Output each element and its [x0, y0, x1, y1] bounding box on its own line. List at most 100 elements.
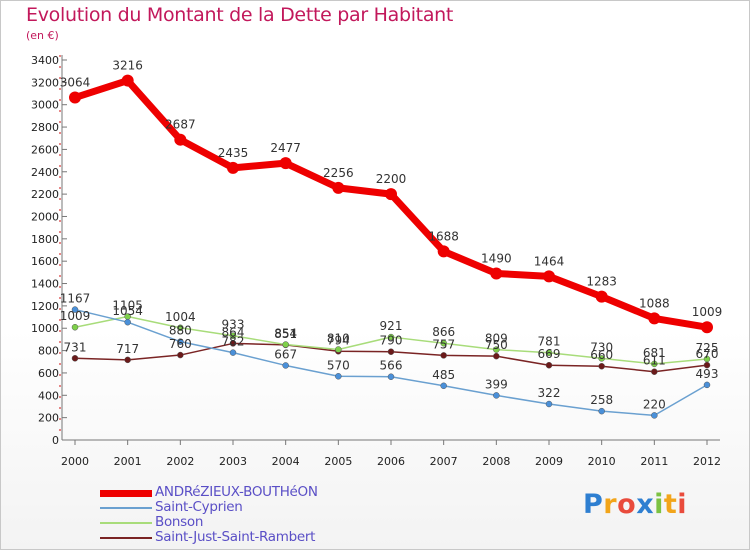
data-point: [282, 362, 289, 369]
data-point: [124, 318, 131, 326]
y-tick-label: 1400: [31, 278, 59, 291]
data-label: 730: [590, 340, 613, 354]
logo-letter: o: [617, 489, 637, 520]
data-label: 1464: [534, 254, 565, 268]
data-label: 493: [696, 367, 719, 381]
data-point: [493, 346, 500, 353]
data-point: [493, 392, 500, 399]
legend-swatch: [100, 489, 152, 497]
data-point: [440, 352, 447, 359]
data-point: [703, 355, 711, 363]
data-label: 933: [222, 318, 245, 332]
data-point: [385, 188, 397, 201]
data-label: 731: [64, 340, 87, 354]
data-label: 851: [274, 327, 297, 341]
data-point: [229, 349, 237, 356]
data-label: 717: [116, 342, 139, 356]
data-point: [648, 312, 661, 325]
data-label: 1004: [165, 310, 196, 324]
data-label: 1009: [60, 309, 91, 323]
data-label: 220: [643, 397, 666, 411]
data-point: [651, 368, 658, 375]
data-point: [543, 270, 555, 283]
data-point: [490, 267, 503, 280]
data-label: 1167: [60, 292, 91, 306]
x-tick-label: 2002: [166, 455, 194, 468]
y-tick-label: 1200: [31, 300, 59, 313]
data-point: [598, 355, 605, 362]
data-label: 810: [327, 331, 350, 345]
y-tick-label: 200: [38, 412, 59, 425]
data-label: 670: [696, 347, 719, 361]
data-label: 570: [327, 358, 350, 372]
y-tick-label: 1600: [31, 255, 59, 268]
data-point: [440, 382, 447, 390]
data-point: [229, 332, 237, 339]
y-tick-label: 1000: [31, 322, 59, 335]
data-label: 2256: [323, 166, 354, 180]
data-label: 2687: [165, 118, 196, 132]
data-point: [335, 346, 342, 353]
data-label: 782: [222, 335, 245, 349]
data-label: 1105: [112, 299, 143, 313]
data-point: [279, 157, 292, 170]
data-label: 566: [380, 359, 403, 373]
data-point: [545, 361, 553, 369]
data-label: 322: [538, 386, 561, 400]
data-label: 1283: [586, 275, 617, 289]
logo-letter: t: [663, 489, 678, 520]
data-label: 750: [485, 338, 508, 352]
logo-letter: i: [677, 489, 688, 520]
data-label: 880: [169, 324, 192, 338]
data-label: 864: [222, 325, 245, 339]
logo-letter: x: [636, 489, 655, 520]
data-label: 669: [538, 347, 561, 361]
logo-letter: r: [603, 489, 618, 520]
y-tick-label: 2200: [31, 188, 59, 201]
data-label: 258: [590, 393, 613, 407]
data-point: [595, 290, 608, 303]
y-tick-label: 400: [38, 389, 59, 402]
data-point: [121, 74, 134, 87]
data-point: [545, 349, 553, 356]
logo-letter: P: [583, 489, 604, 520]
data-point: [387, 348, 395, 355]
data-point: [651, 412, 658, 419]
data-label: 2200: [376, 172, 407, 186]
data-label: 1009: [692, 305, 723, 319]
data-point: [598, 362, 605, 370]
data-label: 760: [169, 337, 192, 351]
logo-letter: i: [654, 489, 664, 520]
data-point: [701, 321, 713, 334]
y-tick-label: 2600: [31, 143, 59, 156]
data-label: 809: [485, 332, 508, 346]
y-tick-label: 3000: [31, 99, 59, 112]
data-point: [71, 355, 79, 362]
data-point: [651, 360, 658, 368]
x-tick-label: 2001: [114, 455, 142, 468]
data-point: [598, 407, 605, 415]
data-label: 681: [643, 346, 666, 360]
data-label: 866: [432, 325, 455, 339]
data-label: 725: [696, 341, 719, 355]
data-point: [332, 181, 345, 194]
data-point: [71, 306, 79, 313]
data-label: 2435: [218, 146, 249, 160]
x-tick-label: 2009: [535, 455, 563, 468]
y-tick-label: 2400: [31, 166, 59, 179]
legend-label: Saint-Just-Saint-Rambert: [155, 529, 316, 545]
x-tick-label: 2007: [430, 455, 458, 468]
x-tick-label: 2010: [588, 455, 616, 468]
legend-swatch: [100, 537, 152, 539]
y-tick-label: 1800: [31, 233, 59, 246]
data-label: 399: [485, 377, 508, 391]
data-label: 781: [538, 335, 561, 349]
data-label: 921: [380, 319, 403, 333]
x-tick-label: 2005: [324, 455, 352, 468]
chart-title: Evolution du Montant de la Dette par Hab…: [26, 4, 454, 26]
data-label: 757: [432, 337, 455, 351]
legend-swatch: [100, 507, 152, 509]
proxiti-logo: Proxiti: [583, 489, 687, 520]
